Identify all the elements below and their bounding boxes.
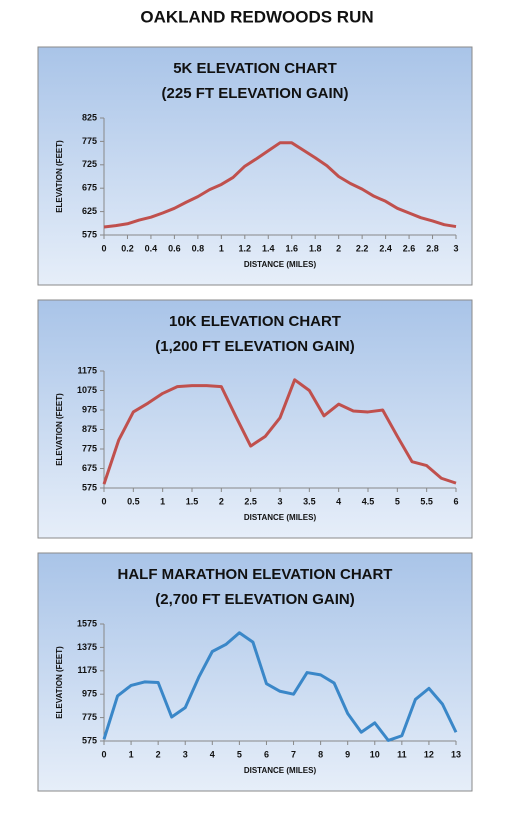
x-tick-label: 3 <box>183 749 188 759</box>
x-tick-label: 0.2 <box>121 243 134 253</box>
x-tick-label: 3.5 <box>303 496 316 506</box>
x-tick-label: 1 <box>129 749 134 759</box>
elevation-line <box>102 631 458 742</box>
chart-subtitle: (225 FT ELEVATION GAIN) <box>162 85 349 102</box>
x-tick-label: 10 <box>370 749 380 759</box>
x-tick-label: 3 <box>277 496 282 506</box>
x-tick-label: 1 <box>160 496 165 506</box>
y-tick-label: 775 <box>82 136 97 146</box>
y-axis-label: ELEVATION (FEET) <box>55 646 64 719</box>
x-tick-label: 5.5 <box>420 496 433 506</box>
x-tick-label: 12 <box>424 749 434 759</box>
x-tick-label: 9 <box>345 749 350 759</box>
x-tick-label: 1.5 <box>186 496 199 506</box>
chart-panel <box>37 299 473 539</box>
chart-title: HALF MARATHON ELEVATION CHART <box>118 566 393 583</box>
chart-title: 10K ELEVATION CHART <box>169 313 341 330</box>
x-tick-label: 2 <box>219 496 224 506</box>
y-tick-label: 1375 <box>77 642 97 652</box>
y-tick-label: 575 <box>82 229 97 239</box>
y-tick-label: 675 <box>82 183 97 193</box>
y-axis-label: ELEVATION (FEET) <box>55 393 64 466</box>
x-axis-label: DISTANCE (MILES) <box>244 513 317 522</box>
x-tick-label: 0 <box>101 496 106 506</box>
elevation-line <box>102 378 457 485</box>
chart-title: 5K ELEVATION CHART <box>173 60 337 77</box>
y-tick-label: 825 <box>82 112 97 122</box>
x-tick-label: 13 <box>451 749 461 759</box>
page-title: OAKLAND REDWOODS RUN <box>140 7 373 26</box>
x-tick-label: 2.2 <box>356 243 369 253</box>
x-tick-label: 4.5 <box>362 496 375 506</box>
x-axis-label: DISTANCE (MILES) <box>244 260 317 269</box>
x-tick-label: 0.6 <box>168 243 181 253</box>
x-tick-label: 7 <box>291 749 296 759</box>
x-tick-label: 1.4 <box>262 243 275 253</box>
x-tick-label: 1 <box>219 243 224 253</box>
x-tick-label: 2.6 <box>403 243 416 253</box>
y-tick-label: 775 <box>82 443 97 453</box>
x-tick-label: 5 <box>237 749 242 759</box>
x-tick-label: 8 <box>318 749 323 759</box>
x-tick-label: 6 <box>453 496 458 506</box>
x-tick-label: 3 <box>453 243 458 253</box>
x-tick-label: 0 <box>101 243 106 253</box>
x-tick-label: 1.8 <box>309 243 322 253</box>
x-tick-label: 4 <box>336 496 341 506</box>
y-tick-label: 875 <box>82 424 97 434</box>
y-tick-label: 725 <box>82 159 97 169</box>
y-tick-label: 975 <box>82 404 97 414</box>
chart-subtitle: (1,200 FT ELEVATION GAIN) <box>155 338 354 355</box>
x-tick-label: 2 <box>336 243 341 253</box>
x-tick-label: 0.4 <box>145 243 158 253</box>
y-tick-label: 775 <box>82 712 97 722</box>
y-tick-label: 675 <box>82 463 97 473</box>
chart-subtitle: (2,700 FT ELEVATION GAIN) <box>155 591 354 608</box>
elevation-line <box>103 141 457 229</box>
chart-panel <box>37 552 473 792</box>
y-tick-label: 1575 <box>77 618 97 628</box>
y-tick-label: 1175 <box>77 665 97 675</box>
x-tick-label: 0 <box>101 749 106 759</box>
x-tick-label: 1.6 <box>285 243 298 253</box>
x-tick-label: 2.5 <box>244 496 257 506</box>
x-tick-label: 4 <box>210 749 215 759</box>
y-tick-label: 575 <box>82 735 97 745</box>
x-tick-label: 1.2 <box>239 243 252 253</box>
y-tick-label: 575 <box>82 482 97 492</box>
y-tick-label: 625 <box>82 206 97 216</box>
x-tick-label: 0.5 <box>127 496 140 506</box>
y-tick-label: 1175 <box>77 365 97 375</box>
x-tick-label: 5 <box>395 496 400 506</box>
x-tick-label: 0.8 <box>192 243 205 253</box>
y-axis-label: ELEVATION (FEET) <box>55 140 64 213</box>
x-axis-label: DISTANCE (MILES) <box>244 766 317 775</box>
y-tick-label: 975 <box>82 689 97 699</box>
y-tick-label: 1075 <box>77 385 97 395</box>
x-tick-label: 2.8 <box>426 243 439 253</box>
x-tick-label: 2.4 <box>379 243 392 253</box>
x-tick-label: 6 <box>264 749 269 759</box>
chart-panel <box>37 46 473 286</box>
x-tick-label: 11 <box>397 749 407 759</box>
x-tick-label: 2 <box>156 749 161 759</box>
